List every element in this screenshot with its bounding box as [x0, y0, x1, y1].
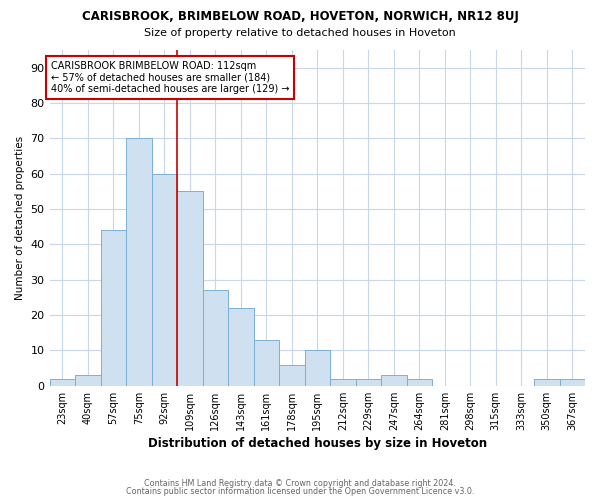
Bar [50, 378, 75, 386]
Bar [228, 308, 254, 386]
Bar [177, 192, 203, 386]
Text: Contains HM Land Registry data © Crown copyright and database right 2024.: Contains HM Land Registry data © Crown c… [144, 478, 456, 488]
Y-axis label: Number of detached properties: Number of detached properties [15, 136, 25, 300]
Bar [534, 378, 560, 386]
Bar [101, 230, 126, 386]
Text: CARISBROOK, BRIMBELOW ROAD, HOVETON, NORWICH, NR12 8UJ: CARISBROOK, BRIMBELOW ROAD, HOVETON, NOR… [82, 10, 518, 23]
Bar [203, 290, 228, 386]
Text: CARISBROOK BRIMBELOW ROAD: 112sqm
← 57% of detached houses are smaller (184)
40%: CARISBROOK BRIMBELOW ROAD: 112sqm ← 57% … [51, 60, 289, 94]
Bar [560, 378, 585, 386]
Bar [279, 364, 305, 386]
Bar [254, 340, 279, 386]
Bar [330, 378, 356, 386]
X-axis label: Distribution of detached houses by size in Hoveton: Distribution of detached houses by size … [148, 437, 487, 450]
Bar [305, 350, 330, 386]
Text: Contains public sector information licensed under the Open Government Licence v3: Contains public sector information licen… [126, 487, 474, 496]
Text: Size of property relative to detached houses in Hoveton: Size of property relative to detached ho… [144, 28, 456, 38]
Bar [407, 378, 432, 386]
Bar [75, 375, 101, 386]
Bar [152, 174, 177, 386]
Bar [381, 375, 407, 386]
Bar [126, 138, 152, 386]
Bar [356, 378, 381, 386]
